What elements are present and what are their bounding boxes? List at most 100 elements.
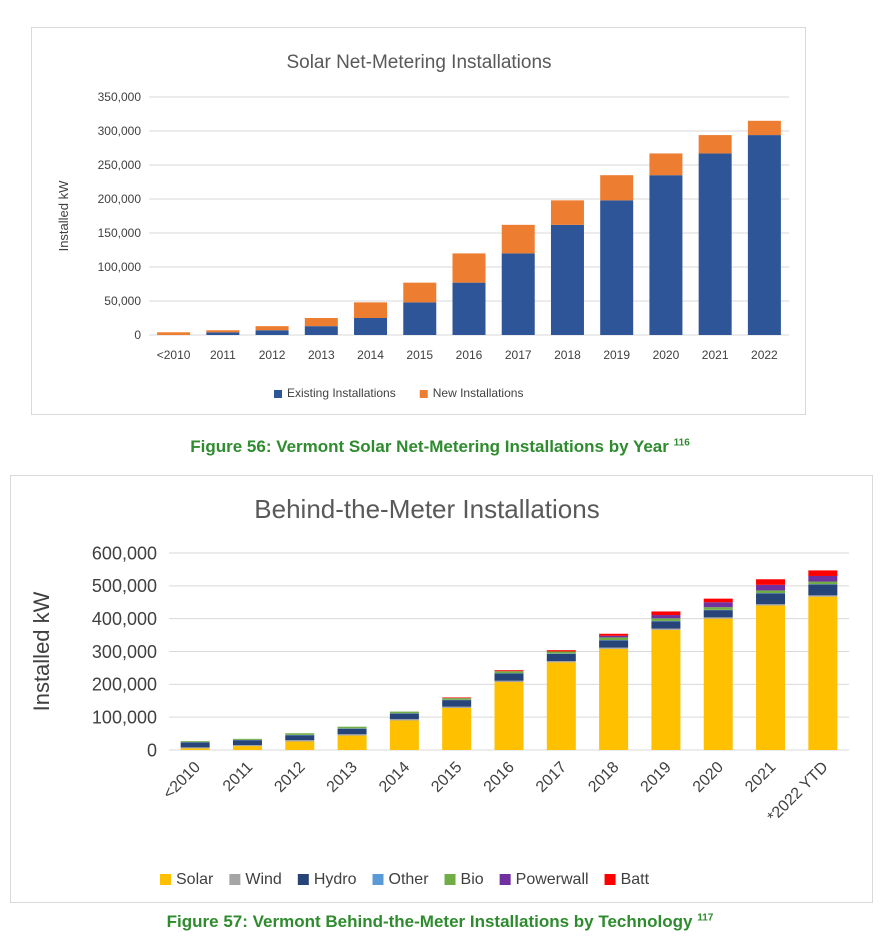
x-tick-label: 2018 — [585, 759, 622, 796]
bar-wind — [389, 719, 419, 721]
bar-existing-installations — [698, 153, 732, 335]
bar-wind — [494, 680, 524, 683]
bar-wind — [546, 661, 576, 663]
legend-swatch-other — [372, 874, 384, 885]
legend-label-wind: Wind — [245, 871, 281, 888]
figure-57-caption-text: Figure 57: Vermont Behind-the-Meter Inst… — [166, 912, 693, 931]
bar-powerwall — [756, 584, 786, 591]
bar-bio — [285, 733, 315, 735]
bar-batt — [703, 598, 733, 603]
bar-bio — [808, 581, 838, 585]
y-tick-label: 200,000 — [98, 192, 142, 206]
legend-label-batt: Batt — [621, 871, 650, 888]
x-tick-label: 2016 — [481, 759, 518, 796]
y-tick-label: 150,000 — [98, 226, 142, 240]
bar-bio — [337, 726, 367, 729]
bar-powerwall — [808, 575, 838, 582]
bar-solar — [599, 648, 629, 750]
legend-swatch-batt — [604, 874, 616, 885]
legend-swatch-new-installations — [419, 390, 428, 398]
y-tick-label: 350,000 — [98, 90, 142, 104]
bar-existing-installations — [206, 332, 240, 335]
bar-batt — [442, 697, 472, 699]
x-tick-label: <2010 — [160, 759, 204, 803]
x-tick-label: 2017 — [533, 759, 570, 796]
y-axis-label: Installed kW — [56, 180, 71, 252]
bar-solar — [546, 662, 576, 750]
figure-56-caption-text: Figure 56: Vermont Solar Net-Metering In… — [190, 437, 669, 456]
x-tick-label: 2018 — [554, 348, 581, 362]
x-tick-label: 2012 — [259, 348, 286, 362]
bar-hydro — [337, 728, 367, 735]
y-tick-label: 100,000 — [98, 260, 142, 274]
behind-the-meter-chart-panel: Behind-the-Meter Installations 0 100,000 20… — [10, 475, 873, 903]
y-tick-label: 500,000 — [92, 576, 157, 596]
y-tick-label: 0 — [147, 740, 157, 760]
y-tick-label: 50,000 — [104, 294, 141, 308]
y-tick-label: 300,000 — [92, 642, 157, 662]
x-tick-label: 2015 — [406, 348, 433, 362]
legend-label-bio: Bio — [461, 871, 484, 888]
x-tick-label: 2011 — [210, 348, 236, 362]
bar-wind — [442, 706, 472, 708]
bar-new-installations — [649, 153, 683, 176]
chart-title: Solar Net-Metering Installations — [286, 52, 551, 73]
legend-swatch-existing-installations — [274, 390, 282, 398]
behind-the-meter-chart: Behind-the-Meter Installations 0 100,000 20… — [29, 494, 849, 888]
bar-new-installations — [452, 253, 486, 283]
legend-label-solar: Solar — [176, 871, 214, 888]
y-tick-label: 100,000 — [92, 707, 157, 727]
bar-solar — [337, 735, 367, 750]
x-tick-label: 2020 — [690, 759, 727, 796]
x-tick-label: 2013 — [308, 348, 335, 362]
figure-57-caption: Figure 57: Vermont Behind-the-Meter Inst… — [0, 912, 880, 932]
bar-batt — [756, 579, 786, 585]
bar-hydro — [389, 713, 419, 720]
x-tick-label: 2019 — [603, 348, 630, 362]
bar-batt — [808, 570, 838, 576]
legend-swatch-solar — [160, 874, 171, 885]
bar-solar — [651, 629, 681, 750]
bar-powerwall — [599, 635, 629, 638]
x-tick-label: 2020 — [653, 348, 680, 362]
bar-hydro — [494, 673, 524, 681]
x-tick-label: 2011 — [220, 759, 256, 795]
bar-solar — [808, 596, 838, 750]
bar-new-installations — [206, 330, 240, 333]
bar-batt — [651, 611, 681, 616]
bar-bio — [703, 607, 733, 610]
y-tick-label: 600,000 — [92, 543, 157, 563]
legend-swatch-powerwall — [499, 874, 511, 885]
bar-bio — [756, 590, 786, 594]
legend-swatch-hydro — [297, 874, 309, 885]
bar-existing-installations — [403, 302, 437, 335]
x-tick-label: 2021 — [742, 759, 779, 796]
bar-wind — [599, 647, 629, 649]
bar-wind — [285, 740, 315, 742]
bar-new-installations — [600, 175, 634, 201]
bar-existing-installations — [354, 318, 388, 335]
x-tick-label: 2012 — [271, 759, 308, 796]
bar-bio — [494, 671, 524, 674]
x-tick-label: 2014 — [376, 759, 413, 796]
figure-56-caption: Figure 56: Vermont Solar Net-Metering In… — [0, 437, 880, 457]
bar-hydro — [651, 621, 681, 629]
x-tick-label: 2016 — [456, 348, 483, 362]
bar-bio — [389, 711, 419, 714]
bar-solar — [285, 741, 315, 750]
y-tick-label: 200,000 — [92, 675, 157, 695]
bar-solar — [389, 720, 419, 750]
legend-swatch-wind — [229, 874, 241, 885]
y-tick-label: 300,000 — [98, 124, 142, 138]
bar-bio — [232, 738, 262, 740]
bar-wind — [651, 628, 681, 630]
bar-hydro — [232, 740, 262, 746]
bar-hydro — [808, 584, 838, 596]
bar-hydro — [599, 640, 629, 648]
bar-solar — [756, 605, 786, 750]
legend-label-powerwall: Powerwall — [516, 871, 589, 888]
bar-existing-installations — [255, 330, 289, 335]
bar-bio — [546, 651, 576, 654]
bar-hydro — [546, 653, 576, 662]
y-axis-label: Installed kW — [29, 591, 54, 711]
